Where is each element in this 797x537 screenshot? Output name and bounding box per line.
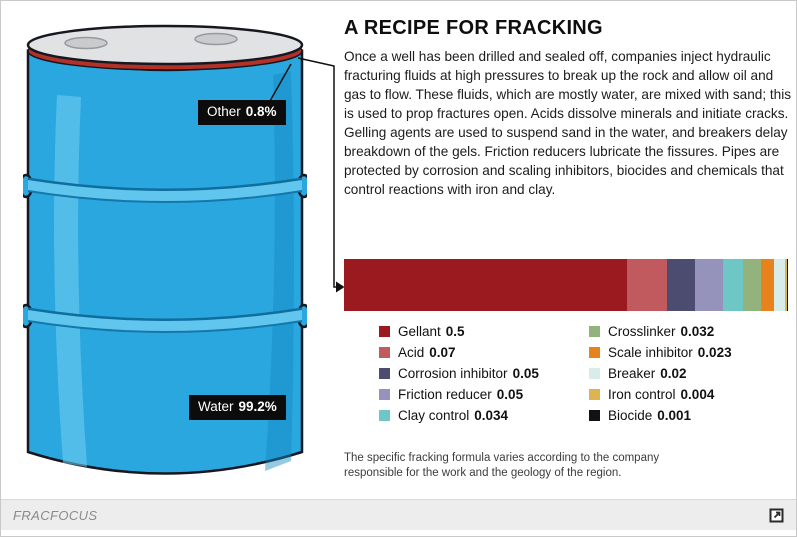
legend-item: Friction reducer 0.05	[379, 384, 589, 405]
legend-value: 0.023	[697, 345, 732, 360]
source-label: FRACFOCUS	[13, 507, 98, 523]
legend-value: 0.001	[657, 408, 692, 423]
legend-label: Scale inhibitor	[608, 345, 693, 360]
legend-item: Acid 0.07	[379, 342, 589, 363]
legend-item: Corrosion inhibitor 0.05	[379, 363, 589, 384]
legend-value: 0.02	[660, 366, 687, 381]
footnote-text: The specific fracking formula varies acc…	[344, 452, 660, 479]
legend-value: 0.05	[496, 387, 524, 402]
legend-swatch	[589, 347, 600, 358]
legend-swatch	[379, 347, 390, 358]
barrel-bung-icon	[64, 36, 108, 50]
barrel-water-label: Water 99.2%	[189, 395, 286, 420]
legend-column: Gellant 0.5 Acid 0.07 Corrosion inhibitor 0.0…	[379, 321, 589, 426]
bar-segment-scale-inhibitor	[760, 259, 774, 311]
expand-icon	[769, 508, 784, 522]
bar-segment-gellant	[344, 259, 628, 311]
page-title: A RECIPE FOR FRACKING	[344, 17, 603, 39]
bar-segment-biocide	[787, 259, 788, 311]
bar-segment-crosslinker	[742, 259, 761, 311]
water-value-text: 99.2%	[238, 399, 277, 414]
legend-swatch	[589, 389, 600, 400]
bar-segment-friction-reducer	[695, 259, 724, 311]
legend-value: 0.5	[445, 324, 465, 339]
footer-bar: FRACFOCUS	[1, 499, 796, 530]
legend-label: Crosslinker	[608, 324, 676, 339]
other-label-text: Other	[207, 104, 241, 119]
bar-segment-breaker	[773, 259, 786, 311]
legend-label: Acid	[398, 345, 425, 360]
barrel-bung-icon	[194, 32, 238, 46]
legend-label: Breaker	[608, 366, 656, 381]
legend-label: Friction reducer	[398, 387, 492, 402]
legend-value: 0.032	[680, 324, 715, 339]
legend: Gellant 0.5 Acid 0.07 Corrosion inhibitor 0.0…	[379, 321, 796, 426]
legend-swatch	[589, 368, 600, 379]
legend-swatch	[589, 326, 600, 337]
legend-value: 0.034	[474, 408, 509, 423]
other-value-text: 0.8%	[245, 104, 277, 119]
barrel-illustration	[23, 24, 307, 475]
legend-swatch	[589, 410, 600, 421]
legend-label: Iron control	[608, 387, 676, 402]
barrel-other-label: Other 0.8%	[198, 100, 286, 125]
legend-value: 0.05	[512, 366, 539, 381]
legend-item: Scale inhibitor 0.023	[589, 342, 796, 363]
legend-label: Gellant	[398, 324, 441, 339]
legend-swatch	[379, 410, 390, 421]
description-text: Once a well has been drilled and sealed …	[344, 49, 792, 197]
legend-label: Corrosion inhibitor	[398, 366, 508, 381]
legend-value: 0.004	[680, 387, 715, 402]
bar-segment-acid	[627, 259, 667, 311]
barrel-rib-lower	[27, 307, 303, 333]
legend-item: Gellant 0.5	[379, 321, 589, 342]
barrel-shade	[265, 71, 294, 471]
expand-button[interactable]	[769, 508, 784, 523]
legend-value: 0.07	[429, 345, 456, 360]
legend-column: Crosslinker 0.032 Scale inhibitor 0.023 Brea…	[589, 321, 796, 426]
barrel-rib-upper	[27, 177, 303, 203]
legend-item: Biocide 0.001	[589, 405, 796, 426]
legend-item: Crosslinker 0.032	[589, 321, 796, 342]
legend-item: Clay control 0.034	[379, 405, 589, 426]
legend-label: Clay control	[398, 408, 470, 423]
legend-swatch	[379, 389, 390, 400]
bar-segment-corrosion-inhibitor	[666, 259, 696, 311]
water-label-text: Water	[198, 399, 234, 414]
legend-swatch	[379, 368, 390, 379]
stacked-bar-chart	[344, 259, 788, 311]
legend-swatch	[379, 326, 390, 337]
bar-segment-iron-control	[785, 259, 788, 311]
legend-label: Biocide	[608, 408, 653, 423]
legend-item: Iron control 0.004	[589, 384, 796, 405]
bar-segment-clay-control	[723, 259, 743, 311]
legend-item: Breaker 0.02	[589, 363, 796, 384]
